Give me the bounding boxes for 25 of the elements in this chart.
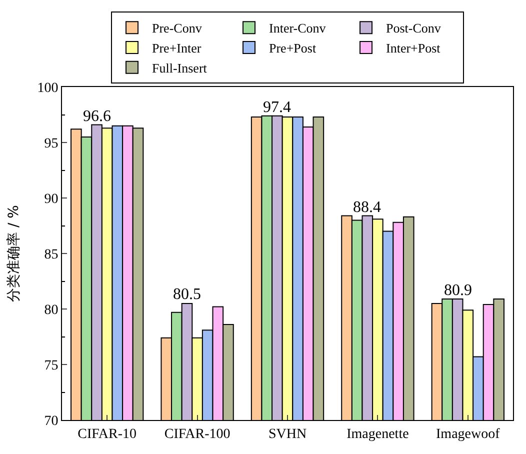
y-tick-label: 95	[44, 136, 58, 152]
legend-label: Inter-Conv	[269, 20, 326, 36]
y-tick-label: 70	[44, 414, 58, 429]
legend-label: Full-Insert	[152, 60, 208, 76]
y-axis-title: 分类准确率 / %	[6, 205, 22, 302]
legend-label: Inter+Post	[386, 40, 441, 56]
y-tick-label: 75	[44, 358, 58, 374]
annotation: 97.4	[263, 99, 291, 116]
x-tick-label: SVHN	[268, 426, 307, 442]
x-tick-label: CIFAR-100	[164, 426, 230, 442]
annotation: 96.6	[83, 108, 111, 125]
legend-label: Pre+Post	[269, 40, 316, 56]
y-tick-label: 80	[44, 302, 58, 318]
x-tick-label: CIFAR-10	[78, 426, 137, 442]
y-tick-label: 90	[44, 192, 58, 207]
x-tick-label: Imagenette	[346, 426, 409, 442]
annotation: 80.5	[173, 286, 201, 303]
legend-label: Post-Conv	[386, 20, 442, 36]
annotation: 88.4	[353, 199, 381, 216]
legend-label: Pre-Conv	[152, 20, 202, 36]
x-tick-label: Imagewoof	[436, 426, 500, 442]
annotation: 80.9	[444, 282, 472, 299]
legend-label: Pre+Inter	[152, 40, 202, 56]
y-tick-label: 85	[44, 247, 58, 262]
y-tick-label: 100	[37, 80, 58, 96]
